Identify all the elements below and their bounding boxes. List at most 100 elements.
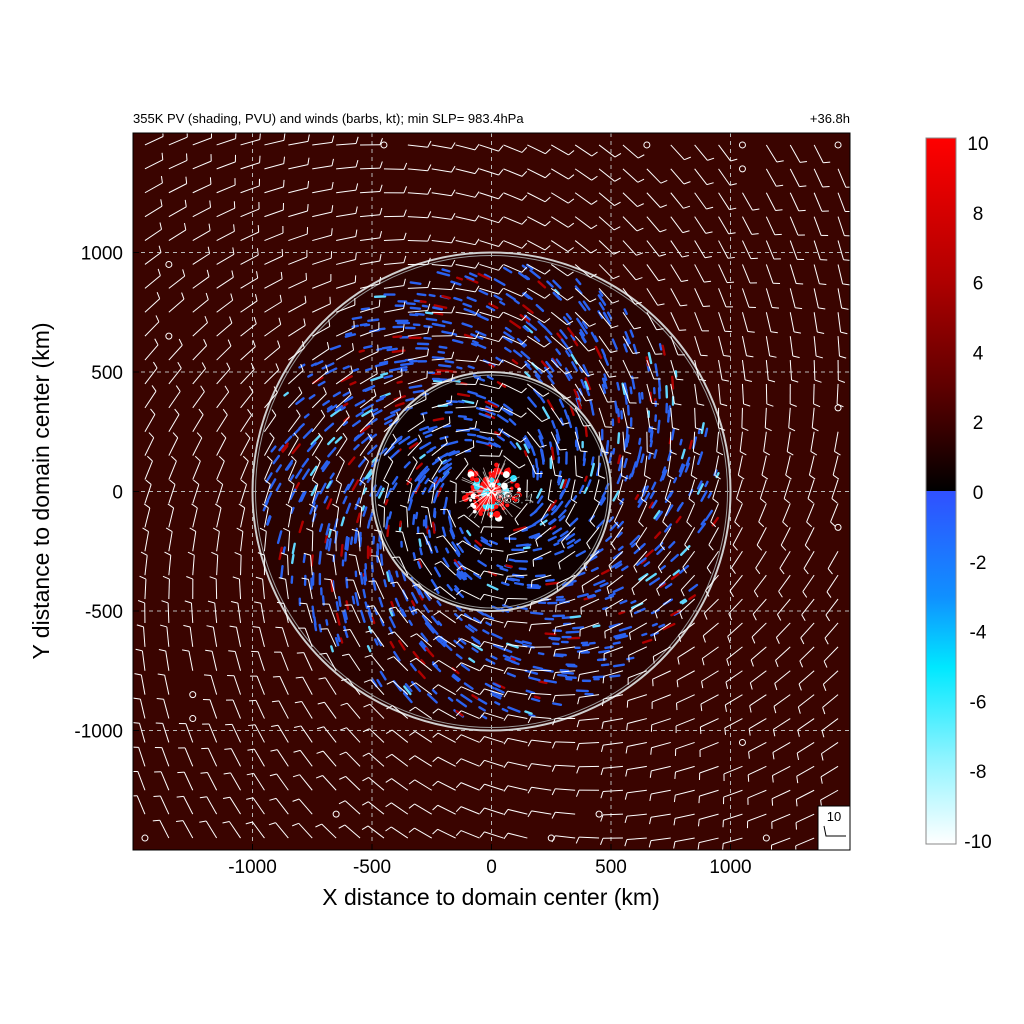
wind-barb bbox=[800, 622, 815, 639]
wind-barb bbox=[216, 507, 222, 528]
pv-streak bbox=[521, 640, 532, 645]
pv-streak bbox=[552, 279, 562, 290]
wind-barb-flag bbox=[280, 552, 288, 556]
wind-barb-flag bbox=[379, 207, 383, 215]
wind-barb bbox=[431, 144, 452, 150]
wind-barb bbox=[461, 613, 480, 624]
wind-barb-flag bbox=[636, 227, 644, 232]
wind-barb-flag bbox=[832, 474, 840, 480]
wind-barb bbox=[622, 311, 635, 330]
wind-barb-flag bbox=[589, 323, 596, 327]
pv-core-blob bbox=[493, 510, 501, 518]
pv-streak bbox=[324, 422, 335, 432]
pv-streak bbox=[266, 517, 271, 526]
wind-barb bbox=[627, 765, 647, 771]
reference-box-frame bbox=[817, 805, 851, 851]
pv-streak bbox=[334, 405, 344, 412]
wind-barb-flag bbox=[521, 387, 527, 394]
wind-barb bbox=[749, 694, 767, 707]
wind-barb bbox=[503, 335, 522, 345]
x-tick-label: -500 bbox=[353, 857, 391, 878]
wind-barb bbox=[431, 311, 452, 314]
pv-streak bbox=[522, 437, 531, 450]
wind-barb-flag bbox=[148, 432, 155, 439]
pv-streak bbox=[410, 600, 416, 607]
pv-core-blob bbox=[494, 462, 499, 468]
wind-barb-flag bbox=[339, 751, 347, 756]
wind-barb bbox=[183, 796, 194, 815]
wind-barb bbox=[574, 407, 585, 427]
wind-barb bbox=[391, 729, 409, 743]
pv-streak bbox=[422, 428, 434, 435]
wind-barb-flag bbox=[250, 362, 255, 370]
wind-barb-flag bbox=[175, 385, 181, 392]
wind-barb bbox=[777, 598, 791, 615]
wind-barb-flag bbox=[590, 273, 597, 278]
wind-barb bbox=[750, 670, 767, 684]
wind-barb-flag bbox=[455, 734, 462, 741]
pv-streak bbox=[524, 435, 533, 448]
wind-barb bbox=[264, 324, 282, 337]
wind-barb-flag bbox=[727, 636, 731, 644]
pv-core-blob bbox=[469, 498, 473, 502]
pv-streak bbox=[321, 461, 331, 473]
pv-streak bbox=[396, 435, 403, 441]
pv-streak bbox=[636, 557, 647, 567]
wind-barb-flag bbox=[222, 796, 231, 800]
pv-streak bbox=[560, 338, 569, 348]
wind-barb bbox=[168, 159, 188, 170]
wind-barb bbox=[277, 725, 289, 743]
wind-barb-flag bbox=[475, 377, 479, 385]
pv-streak bbox=[363, 345, 373, 350]
wind-barb bbox=[257, 651, 265, 671]
pv-streak bbox=[612, 586, 624, 594]
pv-streak bbox=[584, 380, 590, 391]
wind-barb-flag bbox=[363, 456, 369, 462]
wind-barb bbox=[654, 598, 672, 613]
pv-streak bbox=[378, 360, 389, 365]
pv-core-blob bbox=[507, 467, 511, 471]
wind-barb bbox=[216, 230, 235, 241]
core-barb bbox=[495, 476, 511, 489]
wind-barb bbox=[161, 747, 170, 767]
wind-barb-flag bbox=[789, 403, 797, 407]
calm-wind-icon bbox=[165, 332, 173, 340]
wind-barb-flag bbox=[362, 728, 370, 733]
pv-streak bbox=[582, 300, 591, 311]
wind-barb-flag bbox=[801, 614, 806, 622]
pv-streak bbox=[433, 311, 444, 316]
wind-barb-flag bbox=[326, 342, 330, 350]
wind-barb bbox=[700, 718, 719, 728]
wind-barb bbox=[352, 580, 361, 600]
pv-streak bbox=[572, 626, 585, 630]
pv-streak bbox=[427, 529, 432, 539]
pv-streak bbox=[557, 673, 568, 678]
wind-barb-flag bbox=[479, 783, 485, 790]
wind-barb bbox=[827, 551, 839, 569]
wind-barb bbox=[460, 758, 480, 767]
wind-barb-flag bbox=[191, 503, 198, 509]
wind-barb bbox=[650, 837, 671, 842]
wind-barb bbox=[837, 216, 845, 236]
wind-barb bbox=[723, 765, 743, 775]
wind-barb bbox=[229, 796, 241, 815]
wind-barb-flag bbox=[577, 697, 580, 705]
wind-barb bbox=[402, 531, 409, 552]
wind-barb bbox=[603, 741, 624, 746]
wind-barb-flag bbox=[806, 521, 813, 528]
wind-barb-flag bbox=[679, 612, 683, 620]
pv-streak bbox=[403, 461, 411, 469]
wind-barb bbox=[281, 627, 289, 647]
pv-streak bbox=[408, 619, 413, 626]
pv-streak bbox=[467, 390, 478, 396]
wind-barb bbox=[144, 182, 163, 194]
wind-barb-flag bbox=[211, 551, 218, 556]
pv-streak bbox=[600, 348, 607, 358]
wind-barb bbox=[765, 336, 771, 356]
wind-barb-flag bbox=[315, 823, 323, 828]
wind-barb-flag bbox=[142, 527, 149, 532]
wind-barb bbox=[240, 437, 251, 456]
pv-streak bbox=[436, 271, 451, 277]
wind-barb-flag bbox=[748, 728, 751, 736]
wind-barb bbox=[622, 144, 639, 159]
